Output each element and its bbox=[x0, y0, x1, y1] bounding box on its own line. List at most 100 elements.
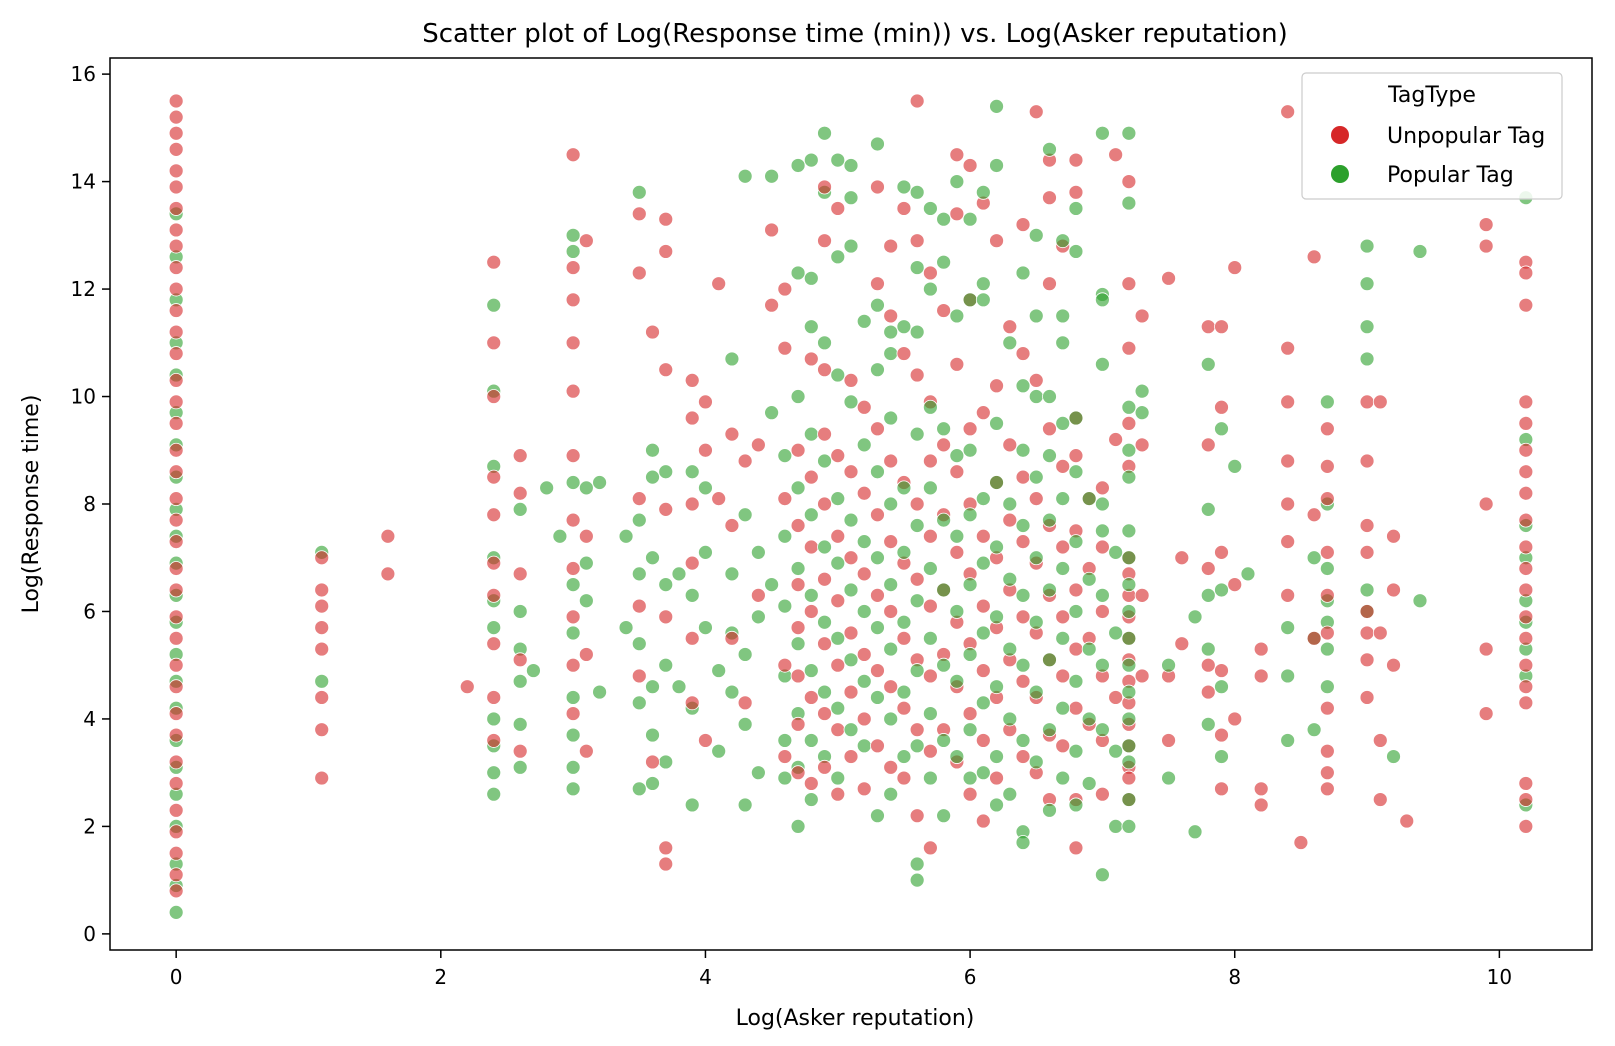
point-popular-tag bbox=[817, 125, 832, 141]
point-popular-tag bbox=[1121, 550, 1137, 566]
point-unpopular-tag bbox=[658, 840, 674, 856]
point-popular-tag bbox=[565, 690, 581, 705]
point-unpopular-tag bbox=[1518, 464, 1534, 480]
point-popular-tag bbox=[909, 738, 925, 754]
point-unpopular-tag bbox=[936, 437, 952, 453]
point-popular-tag bbox=[922, 561, 938, 576]
point-unpopular-tag bbox=[1227, 711, 1243, 727]
point-popular-tag bbox=[962, 770, 978, 786]
point-unpopular-tag bbox=[168, 561, 184, 576]
point-popular-tag bbox=[698, 544, 713, 560]
point-popular-tag bbox=[698, 620, 713, 635]
point-popular-tag bbox=[1240, 566, 1256, 582]
y-axis: 0 2 4 6 8 10 12 14 16 bbox=[71, 62, 110, 946]
point-unpopular-tag bbox=[909, 93, 925, 109]
point-popular-tag bbox=[843, 652, 859, 668]
point-popular-tag bbox=[883, 641, 899, 657]
point-popular-tag bbox=[1319, 641, 1335, 657]
x-tick-label: 4 bbox=[699, 965, 712, 989]
point-popular-tag bbox=[830, 152, 846, 168]
point-unpopular-tag bbox=[168, 125, 184, 141]
point-popular-tag bbox=[168, 904, 184, 920]
point-unpopular-tag bbox=[975, 733, 991, 748]
point-popular-tag bbox=[1359, 238, 1375, 254]
point-unpopular-tag bbox=[1015, 469, 1031, 485]
point-popular-tag bbox=[883, 786, 899, 802]
point-unpopular-tag bbox=[168, 679, 184, 695]
point-unpopular-tag bbox=[777, 657, 793, 673]
point-popular-tag bbox=[909, 593, 925, 609]
point-unpopular-tag bbox=[486, 587, 502, 603]
point-popular-tag bbox=[922, 281, 938, 297]
point-unpopular-tag bbox=[168, 754, 184, 770]
legend-frame bbox=[1301, 72, 1563, 200]
point-popular-tag bbox=[803, 319, 819, 335]
point-popular-tag bbox=[883, 577, 899, 593]
point-unpopular-tag bbox=[1359, 394, 1375, 410]
point-unpopular-tag bbox=[883, 308, 899, 324]
point-popular-tag bbox=[936, 512, 952, 528]
point-popular-tag bbox=[737, 716, 753, 732]
point-unpopular-tag bbox=[1280, 104, 1296, 120]
legend-title: TagType bbox=[1387, 83, 1476, 108]
point-popular-tag bbox=[922, 770, 938, 786]
point-unpopular-tag bbox=[565, 260, 581, 275]
point-unpopular-tag bbox=[1015, 346, 1031, 361]
point-popular-tag bbox=[790, 389, 806, 404]
point-unpopular-tag bbox=[1518, 297, 1534, 313]
x-axis-label: Log(Asker reputation) bbox=[736, 1006, 975, 1031]
point-popular-tag bbox=[909, 663, 925, 678]
point-unpopular-tag bbox=[724, 518, 740, 533]
point-popular-tag bbox=[645, 727, 660, 743]
point-popular-tag bbox=[803, 587, 819, 603]
point-unpopular-tag bbox=[936, 303, 952, 318]
point-popular-tag bbox=[1095, 523, 1110, 539]
point-unpopular-tag bbox=[1015, 673, 1031, 689]
point-popular-tag bbox=[936, 211, 952, 227]
point-popular-tag bbox=[830, 700, 846, 716]
point-popular-tag bbox=[565, 625, 581, 641]
point-unpopular-tag bbox=[1518, 695, 1534, 711]
point-unpopular-tag bbox=[922, 743, 938, 759]
point-unpopular-tag bbox=[1227, 260, 1243, 275]
point-unpopular-tag bbox=[870, 276, 885, 292]
y-tick-label: 4 bbox=[83, 707, 96, 731]
point-popular-tag bbox=[1187, 824, 1203, 840]
point-popular-tag bbox=[883, 346, 899, 361]
point-unpopular-tag bbox=[1002, 437, 1018, 453]
point-unpopular-tag bbox=[168, 109, 184, 125]
point-unpopular-tag bbox=[565, 561, 581, 576]
point-popular-tag bbox=[1068, 534, 1084, 550]
point-popular-tag bbox=[1200, 716, 1216, 732]
point-unpopular-tag bbox=[1227, 577, 1243, 593]
point-popular-tag bbox=[843, 238, 859, 254]
point-unpopular-tag bbox=[486, 507, 502, 523]
point-unpopular-tag bbox=[803, 351, 819, 367]
point-popular-tag bbox=[645, 550, 660, 566]
point-unpopular-tag bbox=[684, 630, 700, 646]
point-unpopular-tag bbox=[790, 518, 806, 533]
point-popular-tag bbox=[698, 480, 713, 496]
point-unpopular-tag bbox=[459, 679, 475, 695]
point-popular-tag bbox=[936, 808, 952, 824]
point-unpopular-tag bbox=[1319, 587, 1335, 603]
point-popular-tag bbox=[856, 738, 872, 754]
point-popular-tag bbox=[1002, 711, 1018, 727]
point-popular-tag bbox=[949, 604, 965, 619]
point-popular-tag bbox=[870, 362, 885, 378]
point-popular-tag bbox=[975, 184, 991, 200]
point-popular-tag bbox=[565, 577, 581, 593]
point-unpopular-tag bbox=[817, 496, 832, 512]
x-axis: 0 2 4 6 8 10 bbox=[170, 950, 1512, 989]
point-popular-tag bbox=[658, 577, 674, 593]
y-tick-label: 16 bbox=[71, 62, 96, 86]
point-popular-tag bbox=[949, 174, 965, 189]
point-unpopular-tag bbox=[843, 464, 859, 480]
point-popular-tag bbox=[1121, 738, 1137, 754]
point-unpopular-tag bbox=[1386, 528, 1401, 544]
point-unpopular-tag bbox=[883, 759, 899, 775]
point-popular-tag bbox=[1015, 518, 1031, 533]
point-popular-tag bbox=[1121, 819, 1137, 834]
point-unpopular-tag bbox=[883, 534, 899, 550]
point-unpopular-tag bbox=[565, 448, 581, 464]
